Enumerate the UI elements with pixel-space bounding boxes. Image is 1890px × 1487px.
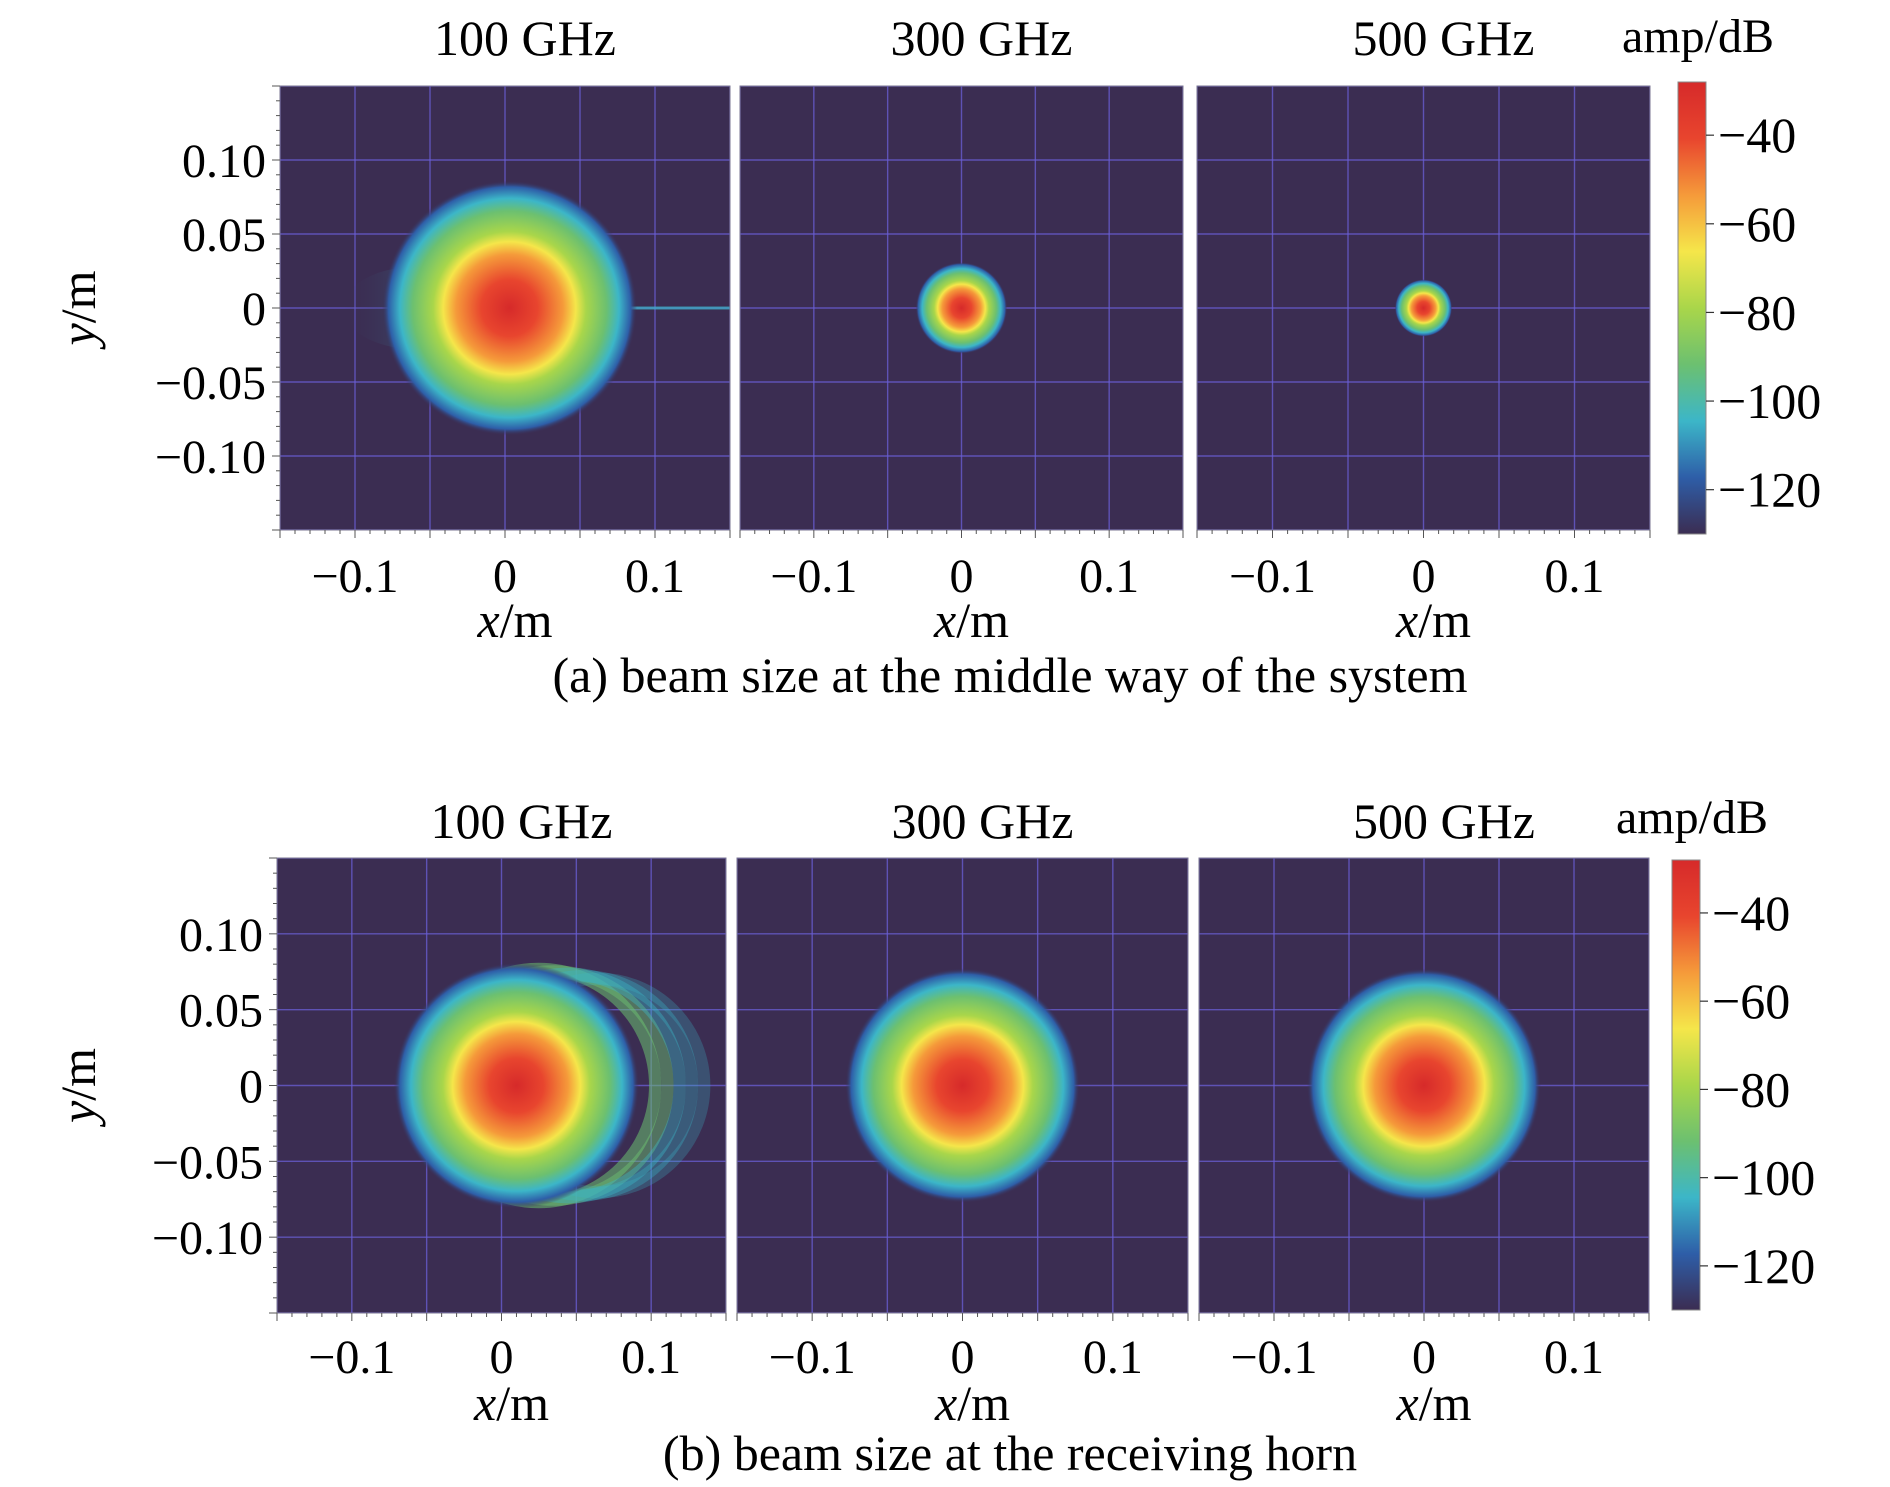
x-tick-label: 0 xyxy=(1412,1331,1436,1384)
x-axis-label: x/m xyxy=(477,592,553,648)
heatmap-plot-a-2 xyxy=(740,86,1183,530)
heatmap-plot-b-1 xyxy=(277,858,726,1313)
x-tick-label: 0.1 xyxy=(1545,550,1605,603)
colorbar-a xyxy=(1677,81,1707,535)
x-axis-label: x/m xyxy=(933,592,1009,648)
colorbar-b xyxy=(1671,859,1701,1311)
x-tick-label: −0.1 xyxy=(770,550,857,603)
x-tick-label: 0.1 xyxy=(621,1331,681,1384)
colorbar-tick-label: −40 xyxy=(1718,107,1796,163)
plot-layer: 100 GHz−0.1 0 0.1x/m0.100.050−0.05−0.10y/m… xyxy=(50,10,1821,1431)
x-tick-label: 0.1 xyxy=(1079,550,1139,603)
beam-spot xyxy=(1307,968,1541,1203)
colorbar-tick-label: −80 xyxy=(1718,284,1796,340)
y-tick-label: −0.05 xyxy=(152,1136,263,1189)
x-axis-label: x/m xyxy=(473,1375,549,1431)
y-tick-label: 0.10 xyxy=(179,909,263,962)
y-tick-label: −0.10 xyxy=(152,1212,263,1265)
colorbar-tick-label: −60 xyxy=(1712,973,1790,1029)
subplot-title: 100 GHz xyxy=(431,793,613,849)
y-axis-label: y/m xyxy=(50,1048,106,1128)
y-tick-label: −0.10 xyxy=(155,431,266,484)
y-tick-label: 0.05 xyxy=(182,209,266,262)
colorbar-tick-label: −100 xyxy=(1712,1150,1815,1206)
x-axis-label: x/m xyxy=(934,1375,1010,1431)
colorbar-tick-label: −40 xyxy=(1712,885,1790,941)
beam-spot xyxy=(393,962,640,1209)
x-tick-label: −0.1 xyxy=(769,1331,856,1384)
x-tick-label: 0 xyxy=(493,550,517,603)
x-axis-label: x/m xyxy=(1395,592,1471,648)
colorbar-label: amp/dB xyxy=(1616,791,1768,844)
x-axis-label: x/m xyxy=(1396,1375,1472,1431)
colorbar-tick-label: −80 xyxy=(1712,1061,1790,1117)
beam-spot xyxy=(915,262,1008,354)
heatmap-plot-a-1 xyxy=(280,86,730,530)
x-tick-label: 0 xyxy=(490,1331,514,1384)
beam-spot xyxy=(1394,279,1453,337)
beam-spot xyxy=(382,180,637,436)
subplot-title: 100 GHz xyxy=(434,10,616,66)
subplot-title: 300 GHz xyxy=(892,793,1074,849)
subplot-title: 500 GHz xyxy=(1353,10,1535,66)
y-tick-label: 0 xyxy=(239,1061,263,1114)
x-tick-label: 0.1 xyxy=(1083,1331,1143,1384)
subplot-title: 300 GHz xyxy=(891,10,1073,66)
colorbar-tick-label: −100 xyxy=(1718,373,1821,429)
x-tick-label: −0.1 xyxy=(311,550,398,603)
y-tick-label: 0.10 xyxy=(182,135,266,188)
beam-spot xyxy=(845,968,1080,1203)
colorbar-tick-label: −120 xyxy=(1712,1238,1815,1294)
y-tick-label: 0 xyxy=(242,283,266,336)
x-tick-label: 0.1 xyxy=(1544,1331,1604,1384)
x-tick-label: 0.1 xyxy=(625,550,685,603)
caption-b: (b) beam size at the receiving horn xyxy=(663,1425,1357,1481)
caption-a: (a) beam size at the middle way of the s… xyxy=(553,647,1468,703)
x-tick-label: −0.1 xyxy=(308,1331,395,1384)
heatmap-plot-b-3 xyxy=(1199,858,1649,1313)
colorbar-tick-label: −120 xyxy=(1718,462,1821,518)
subplot-title: 500 GHz xyxy=(1353,793,1535,849)
x-tick-label: 0 xyxy=(950,550,974,603)
x-tick-label: −0.1 xyxy=(1229,550,1316,603)
colorbar-label: amp/dB xyxy=(1622,10,1774,63)
colorbar-tick-label: −60 xyxy=(1718,196,1796,252)
x-tick-label: −0.1 xyxy=(1230,1331,1317,1384)
x-tick-label: 0 xyxy=(1412,550,1436,603)
y-axis-label: y/m xyxy=(50,270,106,350)
y-tick-label: −0.05 xyxy=(155,357,266,410)
heatmap-plot-a-3 xyxy=(1197,86,1650,530)
y-tick-label: 0.05 xyxy=(179,985,263,1038)
heatmap-plot-b-2 xyxy=(737,858,1188,1313)
x-tick-label: 0 xyxy=(951,1331,975,1384)
